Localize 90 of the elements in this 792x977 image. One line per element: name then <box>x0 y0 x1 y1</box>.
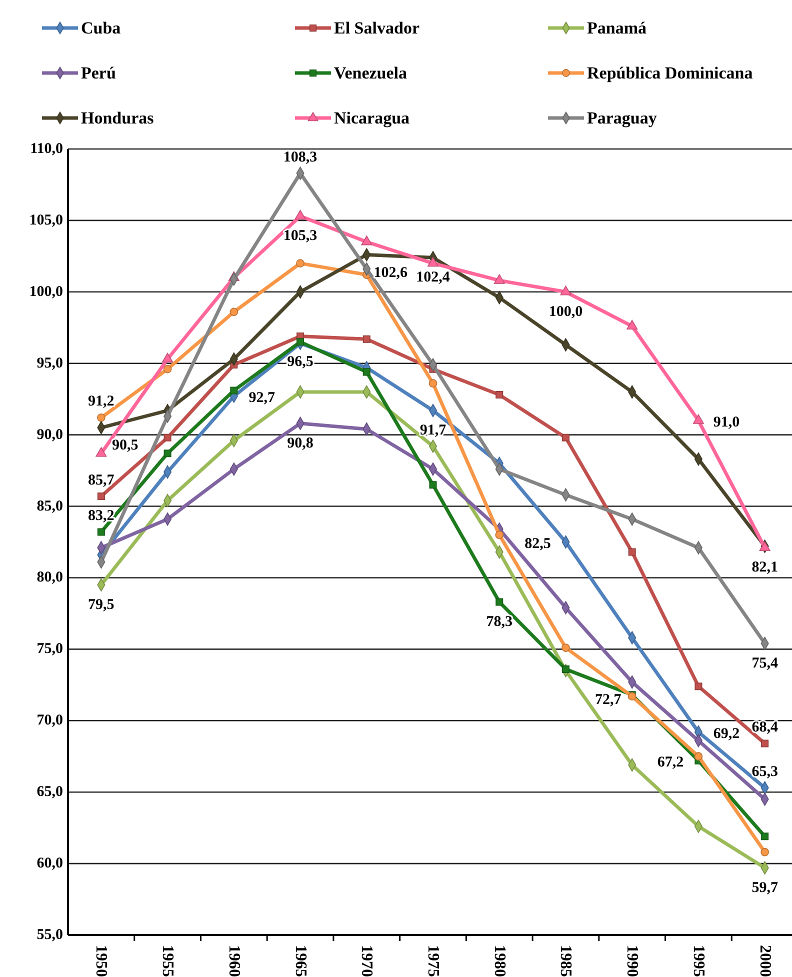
legend-label: Panamá <box>587 18 647 38</box>
legend-label: El Salvador <box>334 18 420 38</box>
point <box>230 386 238 394</box>
point <box>494 274 505 284</box>
point <box>361 236 372 246</box>
data-label: 72,7 <box>594 692 622 708</box>
point <box>761 740 769 748</box>
point <box>164 434 172 442</box>
point <box>428 379 438 388</box>
data-label: 65,3 <box>752 764 778 780</box>
y-tick-label: 105,0 <box>29 212 63 228</box>
x-tick-label: 1960 <box>225 945 242 977</box>
point <box>296 338 304 346</box>
x-tick-label: 1990 <box>624 945 641 977</box>
y-tick-label: 90,0 <box>36 426 63 443</box>
y-tick-label: 60,0 <box>36 856 63 872</box>
y-tick-label: 95,0 <box>36 355 63 372</box>
point <box>97 492 105 500</box>
point <box>628 548 636 556</box>
point <box>562 644 570 652</box>
point <box>562 665 570 673</box>
data-label: 92,7 <box>248 390 276 406</box>
data-label: 78,3 <box>486 614 512 630</box>
x-tick-label: 1995 <box>690 945 707 977</box>
data-label: 90,5 <box>112 438 138 454</box>
y-tick-label: 75,0 <box>36 641 63 658</box>
x-tick-label: 1975 <box>424 945 442 977</box>
data-label: 67,2 <box>657 754 684 771</box>
point <box>230 308 238 316</box>
point <box>429 481 437 489</box>
y-tick-label: 100,0 <box>29 284 63 300</box>
data-label: 91,0 <box>713 414 740 431</box>
x-tick-label: 2000 <box>756 945 774 977</box>
point <box>162 352 174 362</box>
data-label: 85,7 <box>88 472 115 488</box>
y-tick-label: 110,0 <box>30 141 63 157</box>
x-tick-label: 1955 <box>159 945 176 977</box>
point <box>694 752 703 761</box>
x-tick-label: 1970 <box>358 945 376 977</box>
point <box>761 832 769 840</box>
data-label: 83,2 <box>88 508 114 524</box>
legend-label: Perú <box>81 64 116 82</box>
y-tick-label: 70,0 <box>36 712 63 729</box>
x-tick-label: 1980 <box>490 945 508 977</box>
data-label: 82,5 <box>524 536 551 552</box>
point <box>560 286 572 296</box>
data-label: 69,2 <box>713 726 740 742</box>
data-label: 102,6 <box>374 264 408 281</box>
point <box>163 364 172 374</box>
legend-label: Honduras <box>81 108 154 128</box>
point <box>496 598 504 606</box>
data-label: 82,1 <box>752 560 778 576</box>
point <box>496 391 504 399</box>
point <box>164 450 172 458</box>
legend-label: Cuba <box>81 18 122 38</box>
point <box>96 413 106 422</box>
legend-label: República Dominicana <box>587 64 754 82</box>
y-tick-label: 85,0 <box>36 498 63 514</box>
point <box>692 414 704 424</box>
point <box>362 368 370 376</box>
data-label: 100,0 <box>548 304 583 320</box>
point <box>562 434 570 442</box>
point <box>96 447 107 457</box>
point <box>428 257 438 267</box>
legend-label: Paraguay <box>587 108 658 128</box>
data-label: 108,3 <box>283 149 318 166</box>
x-tick-label: 1965 <box>292 945 309 977</box>
data-label: 90,8 <box>287 435 314 452</box>
point <box>97 528 105 536</box>
y-tick-label: 65,0 <box>36 784 63 800</box>
point <box>694 682 702 690</box>
data-label: 79,5 <box>88 596 114 613</box>
data-label: 68,4 <box>752 720 778 736</box>
point <box>495 530 504 540</box>
data-label: 105,3 <box>283 228 318 244</box>
point <box>362 335 370 343</box>
data-label: 59,7 <box>752 880 778 896</box>
point <box>296 259 304 268</box>
legend-label: Nicaragua <box>334 108 410 128</box>
x-tick-label: 1950 <box>92 945 110 977</box>
point <box>760 848 770 856</box>
point <box>626 320 638 330</box>
data-label: 91,2 <box>88 394 114 410</box>
data-label: 102,4 <box>416 270 450 286</box>
y-tick-label: 80,0 <box>36 570 63 586</box>
point <box>294 210 306 220</box>
x-tick-label: 1985 <box>557 945 574 977</box>
legend-label: Venezuela <box>334 64 408 82</box>
data-label: 75,4 <box>752 655 778 672</box>
y-tick-label: 55,0 <box>36 927 63 943</box>
